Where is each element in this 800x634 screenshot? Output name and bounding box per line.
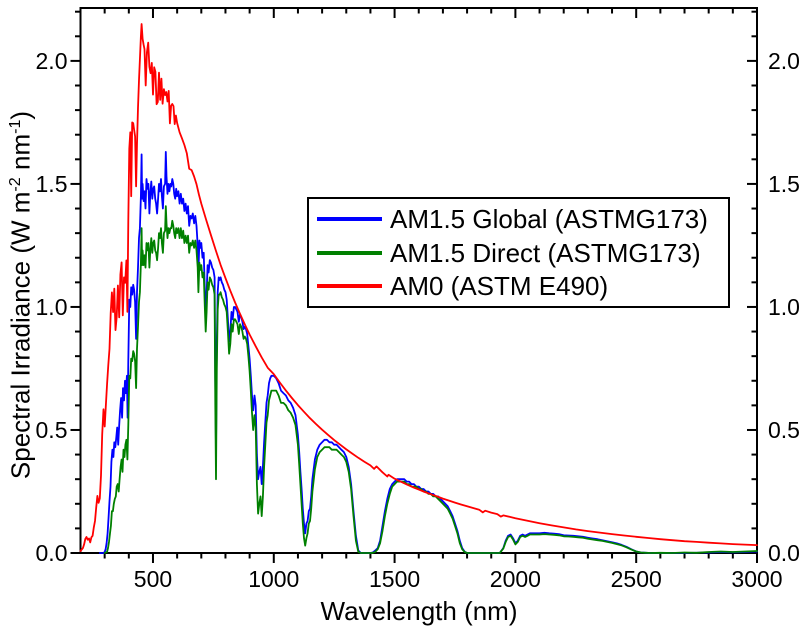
legend-line-sample-am15-global — [317, 216, 382, 221]
y-axis-title-mid: nm — [5, 133, 36, 178]
y-tick-label-left: 2.0 — [36, 48, 68, 74]
y-axis-title-prefix: Spectral Irradiance (W m — [5, 191, 36, 480]
y-tick-label-right: 2.0 — [768, 48, 800, 74]
y-tick-label-left: 0.0 — [36, 540, 68, 566]
legend-line-sample-am15-direct — [317, 250, 382, 255]
x-axis-title: Wavelength (nm) — [320, 596, 518, 626]
x-tick-label: 3000 — [731, 566, 782, 592]
legend-item-am0: AM0 (ASTM E490) — [309, 269, 728, 303]
legend-item-am15-global: AM1.5 Global (ASTMG173) — [309, 202, 728, 236]
legend-label-am0: AM0 (ASTM E490) — [390, 271, 609, 302]
x-tick-label: 1500 — [369, 566, 420, 592]
y-tick-label-right: 1.0 — [768, 294, 800, 320]
series-line-am0-astm-e490 — [79, 23, 758, 552]
x-tick-label: 2500 — [611, 566, 662, 592]
legend-line-sample-am0 — [317, 284, 382, 289]
y-tick-label-right: 0.5 — [768, 417, 800, 443]
y-axis-title-sup-2: -2 — [5, 177, 24, 192]
legend-label-am15-global: AM1.5 Global (ASTMG173) — [390, 203, 708, 234]
y-tick-label-left: 1.5 — [36, 171, 68, 197]
legend: AM1.5 Global (ASTMG173) AM1.5 Direct (AS… — [307, 197, 730, 308]
y-tick-label-right: 0.0 — [768, 540, 800, 566]
y-axis-title-sup-1: -1 — [5, 119, 24, 134]
legend-item-am15-direct: AM1.5 Direct (ASTMG173) — [309, 236, 728, 270]
x-tick-label: 1000 — [248, 566, 299, 592]
x-tick-label: 500 — [134, 566, 172, 592]
series-line-am1-5-direct-astmg173 — [103, 205, 758, 554]
y-tick-label-left: 1.0 — [36, 294, 68, 320]
y-tick-label-left: 0.5 — [36, 417, 68, 443]
y-axis-title-suffix: ) — [5, 110, 36, 120]
x-tick-label: 2000 — [490, 566, 541, 592]
legend-label-am15-direct: AM1.5 Direct (ASTMG173) — [390, 237, 701, 268]
y-tick-label-right: 1.5 — [768, 171, 800, 197]
y-axis-title: Spectral Irradiance (W m-2 nm-1) — [6, 111, 37, 479]
